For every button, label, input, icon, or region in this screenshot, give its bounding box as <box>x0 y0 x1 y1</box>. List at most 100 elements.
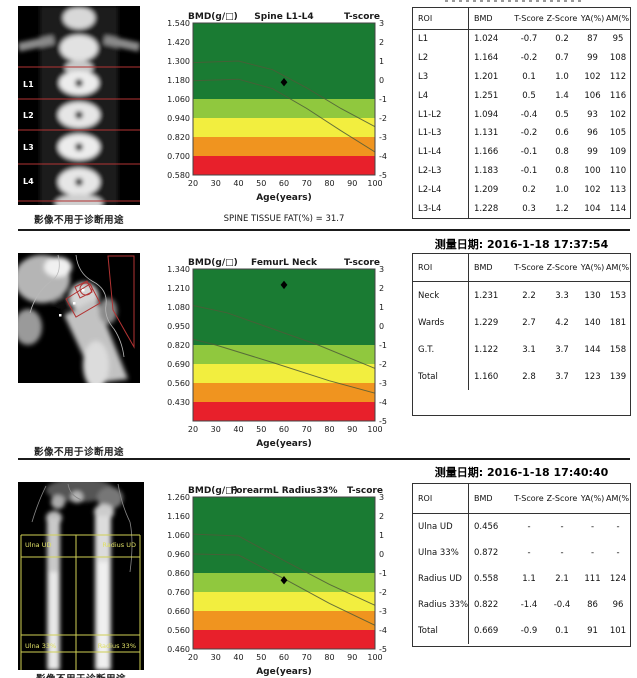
table-cell: 3.7 <box>555 371 569 382</box>
bone-contour <box>31 483 133 573</box>
table-cell: L1-L2 <box>413 105 469 124</box>
table-cell: AM(%) <box>606 263 631 272</box>
table-row: L2 1.164 -0.2 0.7 99 108 <box>413 48 630 68</box>
roi-lines <box>18 66 140 202</box>
section-divider <box>18 458 630 460</box>
tick-label: 1.300 <box>167 57 190 66</box>
clipped-date-remnant <box>445 0 585 2</box>
table-cell: 104 <box>584 203 601 214</box>
table-cell: 106 <box>584 90 601 101</box>
band-mild <box>193 345 375 364</box>
spine-tissue-fat: SPINE TISSUE FAT(%) = 31.7 <box>224 214 345 224</box>
table-cell: BMD <box>474 494 493 503</box>
table-cell: 1.4 <box>555 90 569 101</box>
tick-label: 0.820 <box>167 133 190 142</box>
table-cell: -0.4 <box>553 600 571 610</box>
table-cell: - <box>560 548 564 558</box>
table-cell: 100 <box>584 165 601 176</box>
band-severe <box>193 402 375 421</box>
x-axis-label: Age(years) <box>256 667 312 677</box>
table-row: Neck 1.231 2.2 3.3 130 153 <box>413 282 630 309</box>
table-cell: ROI <box>413 254 469 281</box>
tick-label: 1.080 <box>167 303 190 312</box>
band-severe <box>193 630 375 649</box>
table-row: L4 1.251 0.5 1.4 106 116 <box>413 86 630 106</box>
tick-label: 50 <box>256 653 266 662</box>
table-cell: 0.872 <box>474 548 499 558</box>
table-body: Neck 1.231 2.2 3.3 130 153 Wards 1.229 2.7 4.2 140… <box>413 282 630 390</box>
table-cell: 102 <box>609 109 627 120</box>
table-row: L1-L2 1.094 -0.4 0.5 93 102 <box>413 105 630 124</box>
tick-label: 40 <box>233 179 243 188</box>
tick-label: -2 <box>379 114 387 123</box>
tick-label: 1.340 <box>167 265 190 274</box>
table-cell: 0.8 <box>555 147 569 158</box>
table-cell: -0.4 <box>520 109 538 120</box>
tick-label: -2 <box>379 360 387 369</box>
table-cell: - <box>616 522 620 532</box>
table-cell: 102 <box>584 184 601 195</box>
table-cell: - <box>616 548 620 558</box>
spine-results-table: ROI BMD T-Score Z-Score YA(%) AM(%) L1 1.024 -0… <box>412 7 631 219</box>
tick-label: 80 <box>324 653 334 662</box>
band-osteoporosis <box>193 611 375 630</box>
tick-label: -1 <box>379 569 387 578</box>
tick-label: 70 <box>302 653 312 662</box>
forearm-bmd-chart: BMD(g/□) ForearmL Radius33% T-score 1.26… <box>167 486 387 677</box>
tick-label: 3 <box>379 493 384 502</box>
table-row: L3-L4 1.228 0.3 1.2 104 114 <box>413 199 630 218</box>
table-cell: - <box>590 548 595 558</box>
table-cell: - <box>527 548 531 558</box>
band-severe <box>193 156 375 175</box>
x-axis-ticks: 20 30 40 50 60 70 80 90 100 <box>188 653 383 662</box>
table-cell: 93 <box>587 109 598 120</box>
table-row: L1-L4 1.166 -0.1 0.8 99 109 <box>413 142 630 162</box>
table-cell: -0.1 <box>520 165 538 176</box>
table-cell: 2.7 <box>522 317 536 328</box>
tick-label: 1.060 <box>167 531 190 540</box>
tick-label: 20 <box>188 179 198 188</box>
forearm-image-disclaimer: 影像不用于诊断用途 <box>18 671 144 678</box>
table-cell: 1.228 <box>474 203 499 214</box>
table-cell: -0.9 <box>520 626 538 636</box>
tick-label: 90 <box>347 425 357 434</box>
spine-xray-image: L1 L2 L3 L4 <box>18 6 140 205</box>
t-axis-ticks: 3 2 1 0 -1 -2 -3 -4 -5 <box>379 19 387 180</box>
chart-t-label: T-score <box>344 258 380 268</box>
spine-image-disclaimer: 影像不用于诊断用途 <box>33 215 124 226</box>
table-row: Ulna 33% 0.872 - - - - <box>413 540 630 566</box>
reference-curve <box>192 78 376 153</box>
table-cell: 1.094 <box>474 109 499 120</box>
x-axis-ticks: 20 30 40 50 60 70 80 90 100 <box>188 179 383 188</box>
vertebra-label-l4: L4 <box>23 177 34 186</box>
table-cell: L2 <box>413 48 469 68</box>
tick-label: 60 <box>279 425 289 434</box>
plot-border <box>192 496 376 650</box>
table-cell: L1-L3 <box>413 123 469 143</box>
table-row: Ulna UD 0.456 - - - - <box>413 514 630 540</box>
table-body: L1 1.024 -0.7 0.2 87 95 L2 1.164 -0.2 0.7 99 108 L3 1… <box>413 30 630 218</box>
y-axis-ticks: 1.540 1.420 1.300 1.180 1.060 0.940 0.820 0.700… <box>167 19 190 180</box>
tick-label: 0 <box>379 76 384 85</box>
roi-grid <box>20 534 141 670</box>
table-cell: T-Score <box>514 494 544 503</box>
section-divider <box>18 229 630 231</box>
table-cell: 1.183 <box>474 165 499 176</box>
table-cell: -0.2 <box>520 128 538 139</box>
tick-label: 2 <box>379 284 384 293</box>
tick-label: 60 <box>279 653 289 662</box>
band-osteopenia <box>193 118 375 137</box>
tick-label: 3 <box>379 19 384 28</box>
tick-label: 80 <box>324 425 334 434</box>
table-cell: 153 <box>609 290 627 301</box>
tick-label: 0.690 <box>167 360 190 369</box>
tick-label: 1.540 <box>167 19 190 28</box>
table-cell: 1.024 <box>474 34 499 45</box>
vertebra-label-l1: L1 <box>23 80 34 89</box>
bone-contour <box>29 254 125 358</box>
table-cell: 114 <box>609 203 627 214</box>
table-cell: 123 <box>584 371 601 382</box>
chart-t-label: T-score <box>344 12 380 22</box>
table-row: Radius UD 0.558 1.1 2.1 111 124 <box>413 566 630 592</box>
